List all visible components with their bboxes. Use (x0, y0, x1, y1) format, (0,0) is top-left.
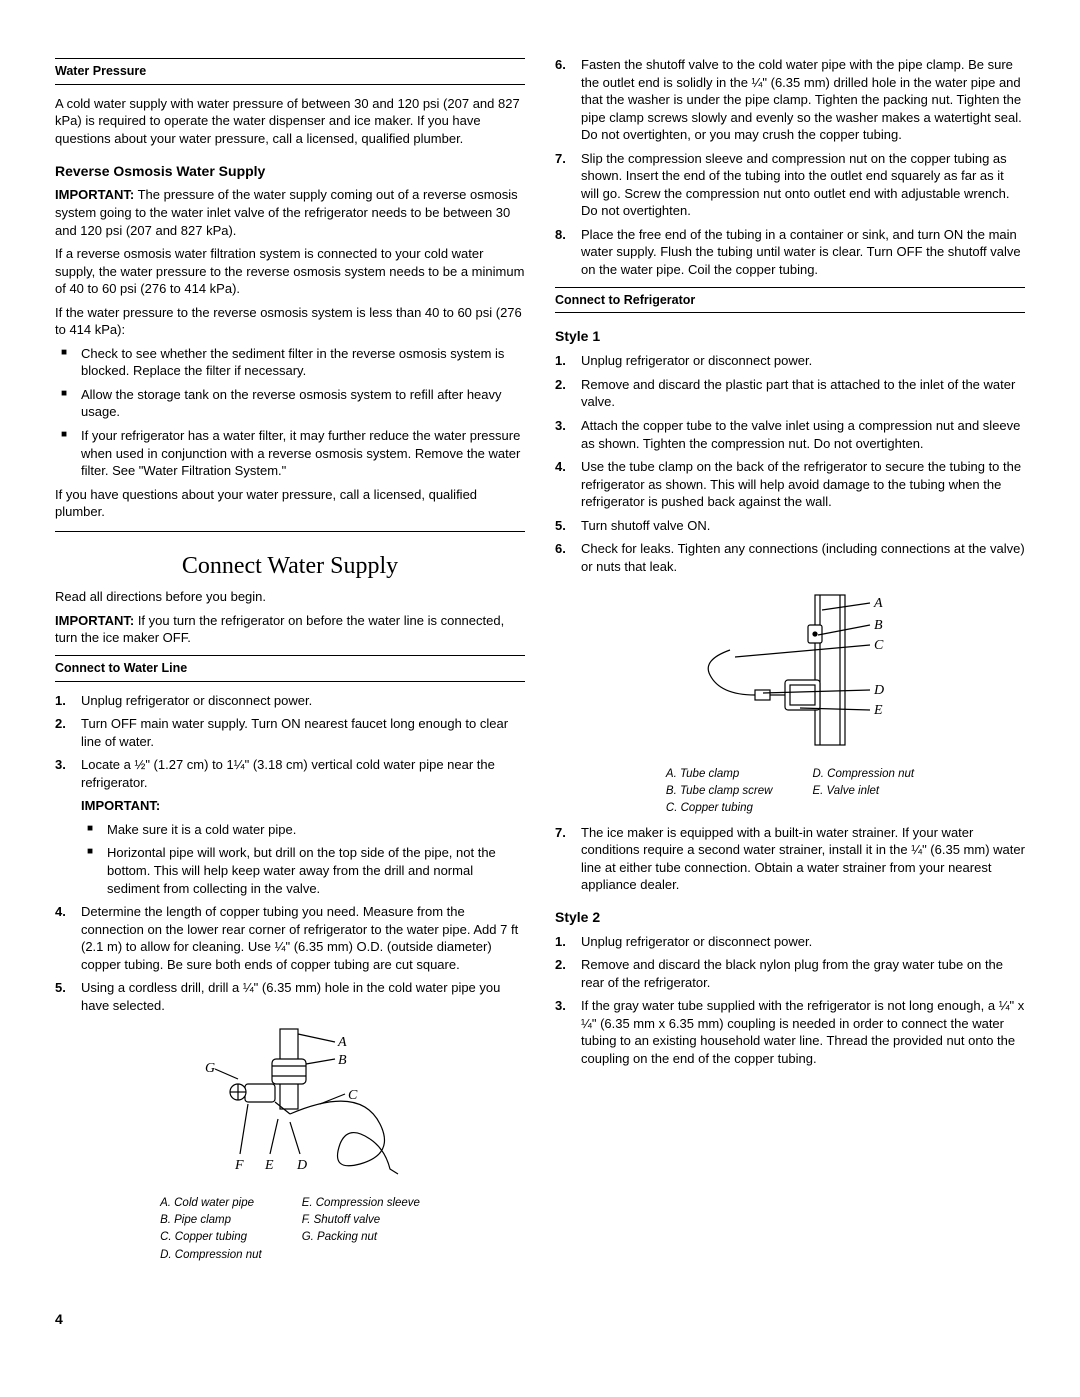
list-item: Using a cordless drill, drill a ¼" (6.35… (55, 979, 525, 1014)
legend-item: B. Pipe clamp (160, 1212, 262, 1229)
legend-item: E. Valve inlet (812, 783, 914, 800)
water-line-steps-cont: Fasten the shutoff valve to the cold wat… (555, 56, 1025, 279)
figure-2-legend: A. Tube clamp B. Tube clamp screw C. Cop… (555, 766, 1025, 818)
ro-bullets: Check to see whether the sediment filter… (55, 345, 525, 480)
legend-item: C. Copper tubing (160, 1229, 262, 1246)
svg-text:D: D (296, 1158, 307, 1173)
figure-1: A B C D E F G A. Cold water pipe B. Pipe… (55, 1024, 525, 1264)
page-columns: Water Pressure A cold water supply with … (55, 50, 1025, 1270)
style-1-title: Style 1 (555, 327, 1025, 346)
list-item: Unplug refrigerator or disconnect power. (555, 933, 1025, 951)
wp-paragraph: A cold water supply with water pressure … (55, 95, 525, 148)
legend-item: E. Compression sleeve (302, 1195, 420, 1212)
ctl-sub-bullets: Make sure it is a cold water pipe. Horiz… (81, 821, 525, 897)
legend-item: A. Cold water pipe (160, 1195, 262, 1212)
list-item: Check for leaks. Tighten any connections… (555, 540, 1025, 575)
svg-text:A: A (337, 1035, 347, 1050)
important-label: IMPORTANT: (55, 187, 134, 202)
ro-title: Reverse Osmosis Water Supply (55, 162, 525, 181)
svg-text:C: C (874, 638, 884, 653)
legend-item: B. Tube clamp screw (666, 783, 773, 800)
cws-important-para: IMPORTANT: If you turn the refrigerator … (55, 612, 525, 647)
water-line-steps: Unplug refrigerator or disconnect power.… (55, 692, 525, 1015)
ro-p1: If a reverse osmosis water filtration sy… (55, 245, 525, 298)
list-item: Slip the compression sleeve and compress… (555, 150, 1025, 220)
figure-2: A B C D E A. Tube clamp B. Tube clamp sc… (555, 585, 1025, 817)
svg-text:F: F (234, 1158, 244, 1173)
connect-water-supply-heading: Connect Water Supply (55, 550, 525, 582)
list-item: Remove and discard the plastic part that… (555, 376, 1025, 411)
svg-text:D: D (873, 683, 884, 698)
style2-steps: Unplug refrigerator or disconnect power.… (555, 933, 1025, 1068)
list-item: Unplug refrigerator or disconnect power. (55, 692, 525, 710)
refrigerator-valve-diagram: A B C D E (660, 585, 920, 755)
list-item: Remove and discard the black nylon plug … (555, 956, 1025, 991)
step-text: Locate a ½" (1.27 cm) to 1¼" (3.18 cm) v… (81, 757, 495, 790)
legend-item: D. Compression nut (812, 766, 914, 783)
connect-to-water-line-header: Connect to Water Line (55, 655, 525, 682)
figure-1-legend: A. Cold water pipe B. Pipe clamp C. Copp… (55, 1195, 525, 1264)
svg-text:A: A (873, 596, 883, 611)
svg-text:B: B (338, 1053, 347, 1068)
list-item: Place the free end of the tubing in a co… (555, 226, 1025, 279)
style1-steps-cont: The ice maker is equipped with a built-i… (555, 824, 1025, 894)
svg-text:C: C (348, 1088, 358, 1103)
ro-important-para: IMPORTANT: The pressure of the water sup… (55, 186, 525, 239)
page-number: 4 (55, 1310, 1025, 1329)
legend-item: G. Packing nut (302, 1229, 420, 1246)
list-item: Attach the copper tube to the valve inle… (555, 417, 1025, 452)
cws-p1: Read all directions before you begin. (55, 588, 525, 606)
list-item: Make sure it is a cold water pipe. (81, 821, 525, 839)
ro-bullet: Allow the storage tank on the reverse os… (55, 386, 525, 421)
svg-text:E: E (264, 1158, 274, 1173)
ro-bullet: Check to see whether the sediment filter… (55, 345, 525, 380)
list-item: Horizontal pipe will work, but drill on … (81, 844, 525, 897)
svg-text:G: G (205, 1061, 215, 1076)
list-item: Locate a ½" (1.27 cm) to 1¼" (3.18 cm) v… (55, 756, 525, 897)
connect-to-refrigerator-header: Connect to Refrigerator (555, 287, 1025, 314)
ro-p2: If the water pressure to the reverse osm… (55, 304, 525, 339)
legend-item: D. Compression nut (160, 1247, 262, 1264)
list-item: Unplug refrigerator or disconnect power. (555, 352, 1025, 370)
svg-text:B: B (874, 618, 883, 633)
important-label: IMPORTANT: (81, 797, 525, 815)
list-item: Turn shutoff valve ON. (555, 517, 1025, 535)
list-item: The ice maker is equipped with a built-i… (555, 824, 1025, 894)
right-column: Fasten the shutoff valve to the cold wat… (555, 50, 1025, 1270)
legend-item: C. Copper tubing (666, 800, 773, 817)
pipe-clamp-diagram: A B C D E F G (160, 1024, 420, 1184)
list-item: Use the tube clamp on the back of the re… (555, 458, 1025, 511)
style-2-title: Style 2 (555, 908, 1025, 927)
divider (55, 531, 525, 532)
water-pressure-header: Water Pressure (55, 58, 525, 85)
ro-p3: If you have questions about your water p… (55, 486, 525, 521)
list-item: Turn OFF main water supply. Turn ON near… (55, 715, 525, 750)
legend-item: A. Tube clamp (666, 766, 773, 783)
list-item: Fasten the shutoff valve to the cold wat… (555, 56, 1025, 144)
style1-steps: Unplug refrigerator or disconnect power.… (555, 352, 1025, 575)
legend-item: F. Shutoff valve (302, 1212, 420, 1229)
left-column: Water Pressure A cold water supply with … (55, 50, 525, 1270)
list-item: Determine the length of copper tubing yo… (55, 903, 525, 973)
important-label: IMPORTANT: (55, 613, 134, 628)
list-item: If the gray water tube supplied with the… (555, 997, 1025, 1067)
svg-text:E: E (873, 703, 883, 718)
ro-bullet: If your refrigerator has a water filter,… (55, 427, 525, 480)
